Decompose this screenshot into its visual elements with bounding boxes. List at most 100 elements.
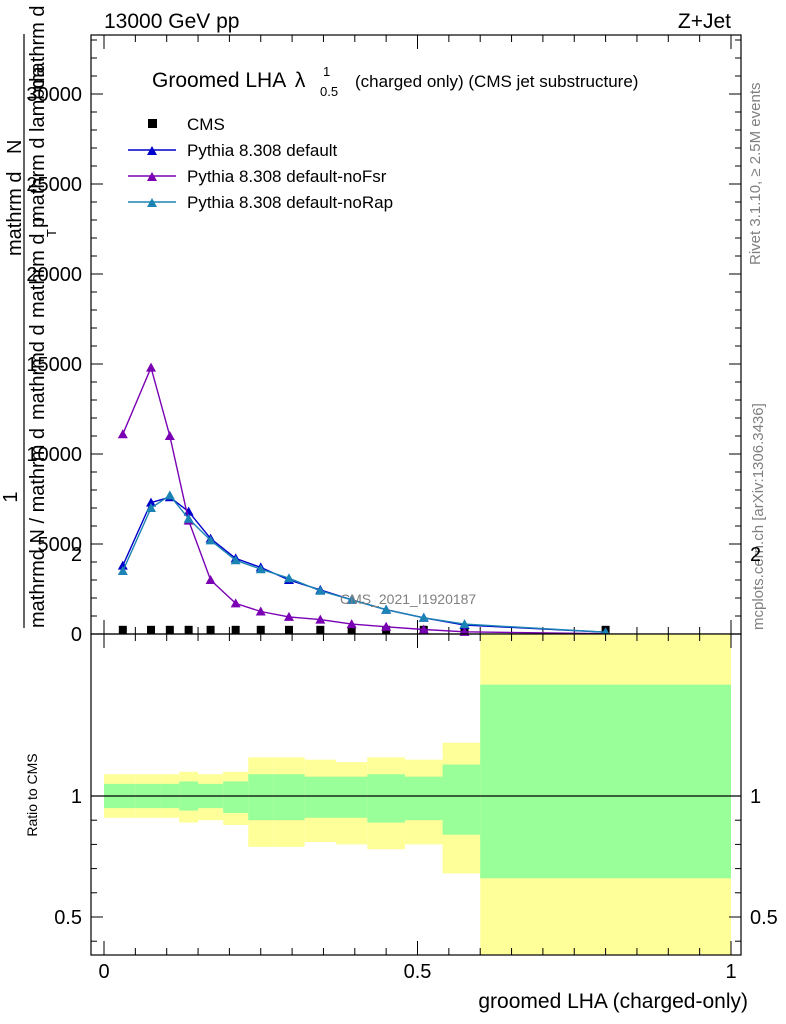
main-ylabel: 1 mathrm d N mathrm d p T mathrm d lambd… (0, 6, 59, 628)
ratio-bands (104, 634, 731, 955)
analysis-watermark: CMS_2021_I1920187 (340, 591, 476, 607)
mcplots-label: mcplots.cern.ch [arXiv:1306.3436] (750, 403, 767, 630)
series-point-pythia-8-308-default (117, 560, 128, 570)
series-point-pythia-8-308-default-norap (183, 513, 194, 523)
series-point-pythia-8-308-default-norap (381, 604, 392, 614)
cms-data-point (347, 625, 356, 634)
legend-marker-norap (147, 198, 157, 207)
process-label: Z+Jet (678, 10, 731, 33)
series-point-pythia-8-308-default-nofsr (283, 611, 294, 621)
cms-data-point (256, 625, 265, 634)
ratio-y-tick-label: 0.5 (54, 907, 82, 929)
ratio-y-tick-label-right: 2 (750, 544, 761, 566)
series-line-pythia-8-308-default-norap (122, 494, 606, 633)
ratio-frame (90, 633, 742, 956)
series-point-pythia-8-308-default-nofsr (315, 614, 326, 624)
series-point-pythia-8-308-default-norap (146, 503, 157, 512)
cms-data-point (184, 625, 193, 634)
series-point-pythia-8-308-default-norap (315, 585, 326, 595)
title-sub: 0.5 (320, 84, 338, 99)
ratio-panel: 0.5 0.5 1 1 2 2 0 0.5 1 Ratio to CMS groomed LHA… (24, 544, 778, 1013)
main-panel: 0 5000 10000 15000 20000 25000 30000 Groomed L… (0, 6, 742, 646)
ratio-band-inner (223, 781, 249, 813)
ratio-y-tick-label-right: 0.5 (750, 907, 778, 929)
y-tick-label: 30000 (26, 84, 82, 106)
series-point-pythia-8-308-default-nofsr (230, 598, 241, 608)
series-point-pythia-8-308-default (183, 506, 194, 516)
legend-label-nofsr: Pythia 8.308 default-noFsr (187, 167, 387, 186)
series-point-pythia-8-308-default-nofsr (205, 575, 216, 584)
ratio-band-inner (273, 774, 305, 821)
x-axis-label: groomed LHA (charged-only) (478, 990, 748, 1013)
cms-data-point (206, 625, 215, 634)
title-sup: 1 (323, 64, 330, 79)
legend-label-default: Pythia 8.308 default (187, 141, 338, 160)
ylabel-rhs: mathrm d (27, 6, 49, 90)
x-tick-label: 0 (98, 961, 109, 983)
y-tick-label: 20000 (26, 264, 82, 286)
ylabel-lhs: mathrmd N / mathrm d (27, 428, 49, 628)
title-main: Groomed LHA (152, 69, 286, 92)
ratio-y-tick-label-right: 1 (750, 786, 761, 808)
series-point-pythia-8-308-default-nofsr (146, 362, 157, 372)
series-point-pythia-8-308-default-norap (283, 573, 294, 583)
ratio-band-inner (367, 774, 405, 823)
y-tick-label: 15000 (26, 354, 82, 376)
legend-marker-cms (148, 119, 157, 128)
cms-data-point (231, 625, 240, 634)
ratio-ylabel: Ratio to CMS (24, 753, 40, 836)
series-point-pythia-8-308-default-nofsr (418, 624, 429, 634)
x-tick-label: 1 (725, 961, 736, 983)
ylabel-den-lambda: mathrm d lambda (27, 66, 49, 222)
ratio-axis-ticks: 0.5 0.5 1 1 2 2 0 0.5 1 (54, 544, 778, 983)
legend: CMS Pythia 8.308 default Pythia 8.308 de… (128, 115, 393, 212)
ratio-y-tick-label: 1 (71, 786, 82, 808)
energy-label: 13000 GeV pp (104, 10, 239, 33)
series-point-pythia-8-308-default-nofsr (117, 429, 128, 439)
ylabel-den-pt: mathrm d p (27, 217, 49, 318)
title-rest: (charged only) (CMS jet substructure) (355, 72, 638, 91)
ratio-band-inner (248, 774, 274, 821)
series-point-pythia-8-308-default-norap (230, 555, 241, 565)
legend-label-cms: CMS (187, 115, 225, 134)
y-tick-label: 10000 (26, 444, 82, 466)
series-point-pythia-8-308-default-nofsr (255, 606, 266, 616)
ylabel-num-n: N (4, 140, 26, 154)
main-series (117, 362, 611, 638)
plot-title: Groomed LHA λ 1 0.5 (charged only) (CMS … (152, 64, 638, 99)
rivet-label: Rivet 3.1.10, ≥ 2.5M events (747, 83, 764, 266)
ylabel-one: 1 (0, 491, 22, 502)
cms-data-point (165, 625, 174, 634)
series-point-pythia-8-308-default-norap (255, 564, 266, 574)
series-point-pythia-8-308-default-norap (346, 594, 357, 604)
ratio-y-tick-label: 2 (71, 544, 82, 566)
legend-marker-default (147, 146, 157, 155)
ylabel-den-sub: T (44, 229, 59, 237)
series-point-pythia-8-308-default-norap (117, 566, 128, 575)
y-tick-label: 0 (71, 624, 82, 646)
ylabel-num-d: mathrm d (4, 172, 26, 256)
y-tick-label: 5000 (38, 534, 83, 556)
cms-data-point (118, 625, 127, 634)
series-line-pythia-8-308-default-nofsr (122, 365, 606, 635)
cms-data-point (147, 625, 156, 634)
series-point-pythia-8-308-default-norap (164, 490, 175, 500)
series-point-pythia-8-308-default-nofsr (381, 621, 392, 631)
x-tick-label: 0.5 (404, 961, 432, 983)
main-axis-ticks: 0 5000 10000 15000 20000 25000 30000 (26, 35, 741, 646)
series-point-pythia-8-308-default-norap (459, 619, 470, 629)
y-tick-label: 25000 (26, 174, 82, 196)
cms-data-point (284, 625, 293, 634)
ylabel-lhs2: mathrmd d (27, 324, 49, 420)
series-point-pythia-8-308-default-norap (418, 612, 429, 622)
series-point-pythia-8-308-default-nofsr (164, 431, 175, 440)
legend-label-norap: Pythia 8.308 default-noRap (187, 193, 393, 212)
svg-text:Groomed LHA λ: Groomed LHA λ (152, 69, 306, 92)
series-point-pythia-8-308-default (146, 497, 157, 507)
ratio-band-inner (335, 776, 368, 818)
ratio-band-inner (442, 764, 481, 835)
title-lambda: λ (295, 69, 306, 92)
cms-data-point (316, 625, 325, 634)
ratio-band-inner (304, 776, 336, 818)
